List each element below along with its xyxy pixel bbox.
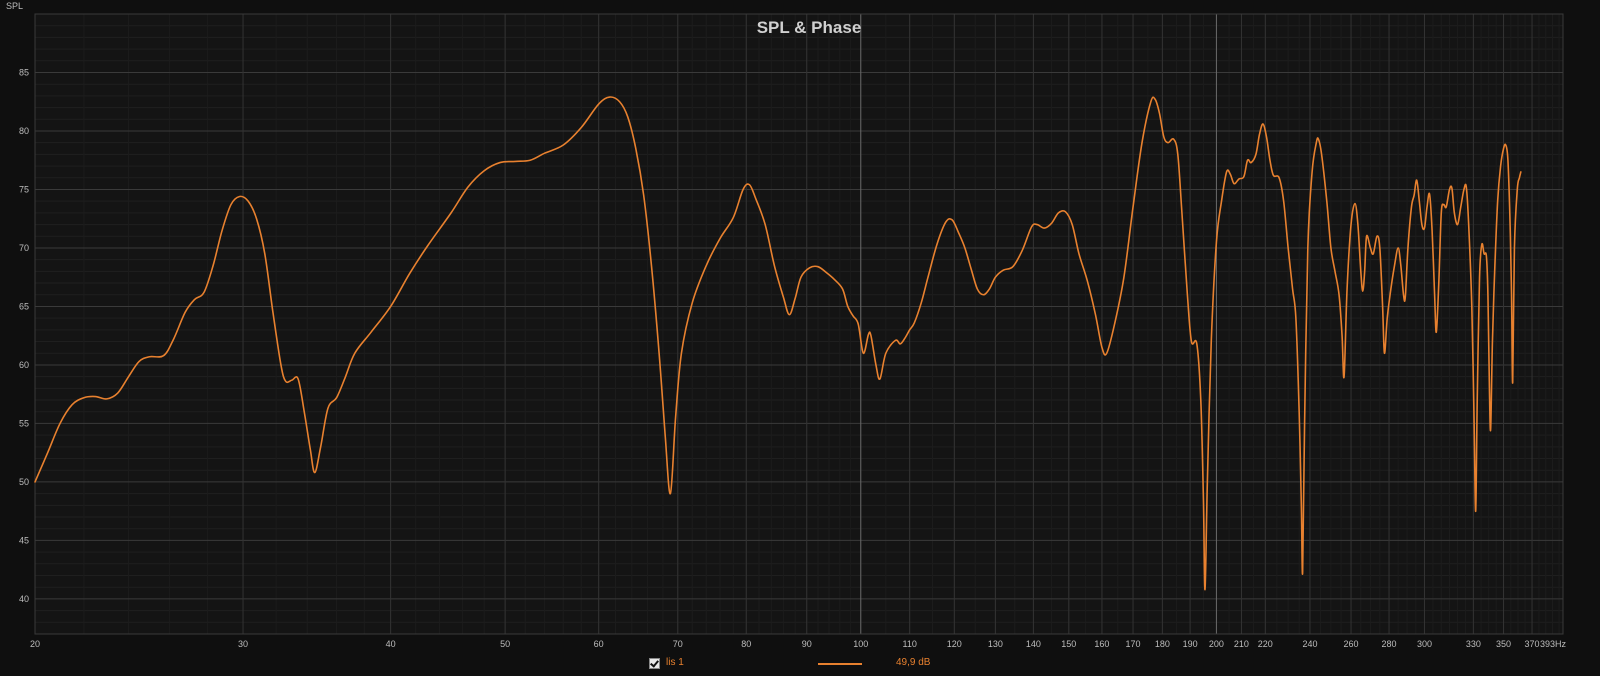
y-tick-label: 85 — [19, 67, 29, 77]
y-axis-ticks: 40 45 50 55 60 65 70 75 80 85 — [19, 67, 29, 603]
legend-value: 49,9 dB — [896, 657, 931, 668]
x-tick-label: 40 — [386, 639, 396, 649]
x-tick-label: 60 — [594, 639, 604, 649]
x-tick-label: 300 — [1417, 639, 1432, 649]
x-tick-label: 150 — [1061, 639, 1076, 649]
x-tick-label: 140 — [1026, 639, 1041, 649]
x-tick-label: 80 — [741, 639, 751, 649]
x-tick-label: 240 — [1302, 639, 1317, 649]
y-tick-label: 50 — [19, 477, 29, 487]
x-tick-label: 110 — [902, 639, 916, 649]
grid-major — [34, 14, 1564, 634]
chart-title: SPL & Phase — [757, 18, 862, 37]
y-tick-label: 45 — [19, 535, 29, 545]
y-tick-label: 80 — [19, 126, 29, 136]
y-tick-label: 70 — [19, 243, 29, 253]
x-tick-label: 370 — [1525, 639, 1540, 649]
x-tick-label: 170 — [1126, 639, 1141, 649]
x-tick-label: 20 — [30, 639, 40, 649]
legend-swatch — [818, 663, 862, 665]
y-tick-label: 65 — [19, 301, 29, 311]
y-tick-label: 40 — [19, 594, 29, 604]
x-tick-label: 210 — [1234, 639, 1249, 649]
x-axis-ticks: 20 30 40 50 60 70 80 90 100 110 120 130 140 150 160 170… — [30, 639, 1567, 649]
series-layer — [34, 96, 1522, 591]
plot-frame — [34, 13, 1564, 635]
y-tick-label: 75 — [19, 184, 29, 194]
y-tick-label: 60 — [19, 360, 29, 370]
x-tick-label: 70 — [673, 639, 683, 649]
y-tick-label: 55 — [19, 418, 29, 428]
x-tick-label: 260 — [1344, 639, 1359, 649]
series-line — [34, 96, 1522, 591]
x-tick-label: 350 — [1496, 639, 1511, 649]
plot-area[interactable] — [35, 14, 1563, 634]
x-tick-label: 280 — [1382, 639, 1397, 649]
grid-minor — [35, 13, 1563, 635]
x-tick-label: 200 — [1209, 639, 1224, 649]
x-tick-label: 330 — [1466, 639, 1481, 649]
x-tick-label: 120 — [947, 639, 962, 649]
x-tick-label: 100 — [853, 639, 868, 649]
y-axis-label: SPL — [6, 1, 23, 11]
legend: lis 1 49,9 dB — [0, 652, 1600, 674]
x-tick-label: 180 — [1155, 639, 1170, 649]
x-tick-label: 393Hz — [1540, 639, 1567, 649]
legend-checkbox[interactable] — [649, 658, 660, 669]
x-tick-label: 220 — [1258, 639, 1273, 649]
x-tick-label: 190 — [1183, 639, 1198, 649]
x-tick-label: 30 — [238, 639, 248, 649]
x-tick-label: 50 — [500, 639, 510, 649]
x-tick-label: 90 — [802, 639, 812, 649]
legend-series-name[interactable]: lis 1 — [666, 657, 684, 668]
x-tick-label: 160 — [1094, 639, 1109, 649]
x-tick-label: 130 — [988, 639, 1003, 649]
